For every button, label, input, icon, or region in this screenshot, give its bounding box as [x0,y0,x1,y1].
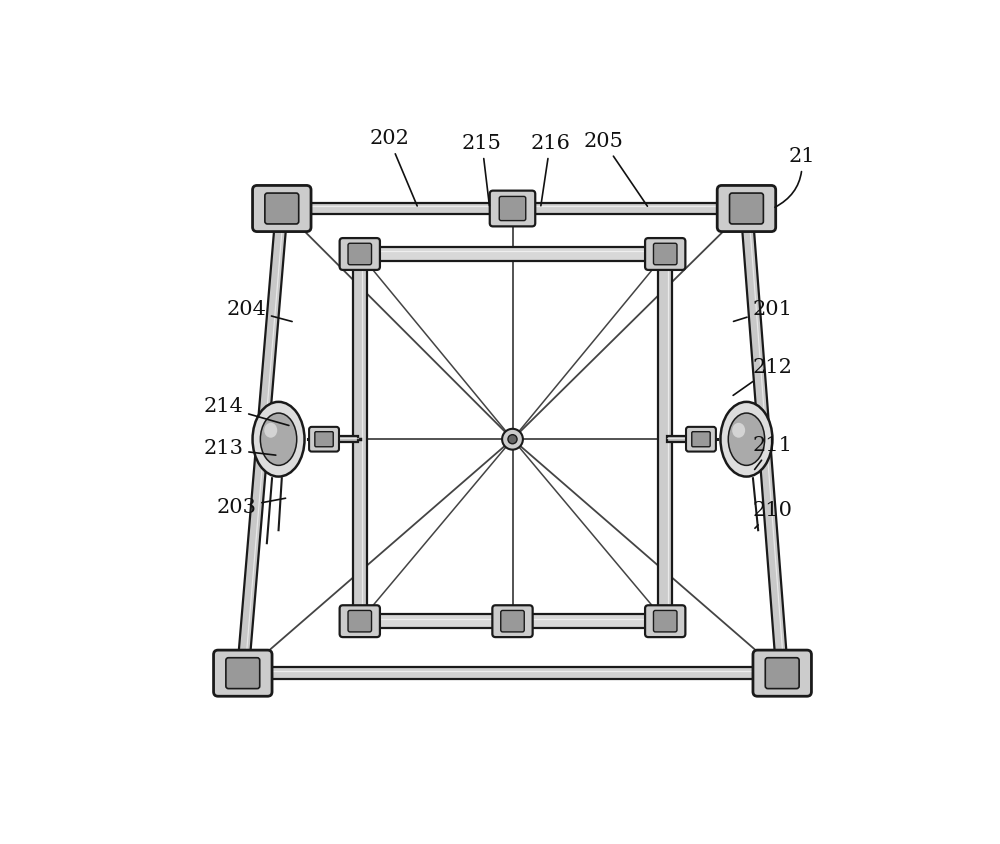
Polygon shape [360,246,665,261]
Text: 203: 203 [216,498,286,517]
Ellipse shape [264,423,277,438]
Text: 205: 205 [584,132,647,206]
Polygon shape [360,614,665,628]
FancyBboxPatch shape [686,427,716,452]
Polygon shape [332,436,358,442]
FancyBboxPatch shape [226,657,260,689]
Text: 202: 202 [369,129,417,206]
Ellipse shape [260,413,297,465]
Ellipse shape [728,413,765,465]
FancyBboxPatch shape [490,191,535,226]
Polygon shape [741,208,788,674]
FancyBboxPatch shape [340,238,380,270]
FancyBboxPatch shape [348,610,372,632]
Ellipse shape [253,402,305,477]
Polygon shape [353,254,367,621]
FancyBboxPatch shape [265,193,299,224]
FancyBboxPatch shape [309,427,339,452]
FancyBboxPatch shape [315,431,333,446]
Polygon shape [243,668,782,679]
FancyBboxPatch shape [717,186,776,231]
Text: 216: 216 [530,134,570,206]
Text: 210: 210 [752,501,792,528]
FancyBboxPatch shape [730,193,763,224]
Text: 215: 215 [462,134,502,206]
FancyBboxPatch shape [645,605,685,637]
FancyBboxPatch shape [348,243,372,265]
Text: 213: 213 [203,440,276,458]
Circle shape [508,435,517,444]
Polygon shape [282,203,746,214]
Text: 212: 212 [733,358,792,395]
Polygon shape [237,208,288,674]
FancyBboxPatch shape [765,657,799,689]
Text: 204: 204 [226,300,292,322]
Text: 211: 211 [752,436,792,469]
Ellipse shape [720,402,772,477]
FancyBboxPatch shape [653,243,677,265]
FancyBboxPatch shape [340,605,380,637]
Text: 21: 21 [775,147,815,208]
Circle shape [502,429,523,450]
Ellipse shape [732,423,745,438]
FancyBboxPatch shape [645,238,685,270]
Polygon shape [658,254,672,621]
FancyBboxPatch shape [753,650,811,696]
FancyBboxPatch shape [501,610,524,632]
FancyBboxPatch shape [653,610,677,632]
FancyBboxPatch shape [692,431,710,446]
Text: 214: 214 [203,398,289,425]
FancyBboxPatch shape [253,186,311,231]
Polygon shape [667,436,693,442]
FancyBboxPatch shape [214,650,272,696]
FancyBboxPatch shape [492,605,533,637]
FancyBboxPatch shape [499,197,526,220]
Text: 201: 201 [734,300,792,322]
